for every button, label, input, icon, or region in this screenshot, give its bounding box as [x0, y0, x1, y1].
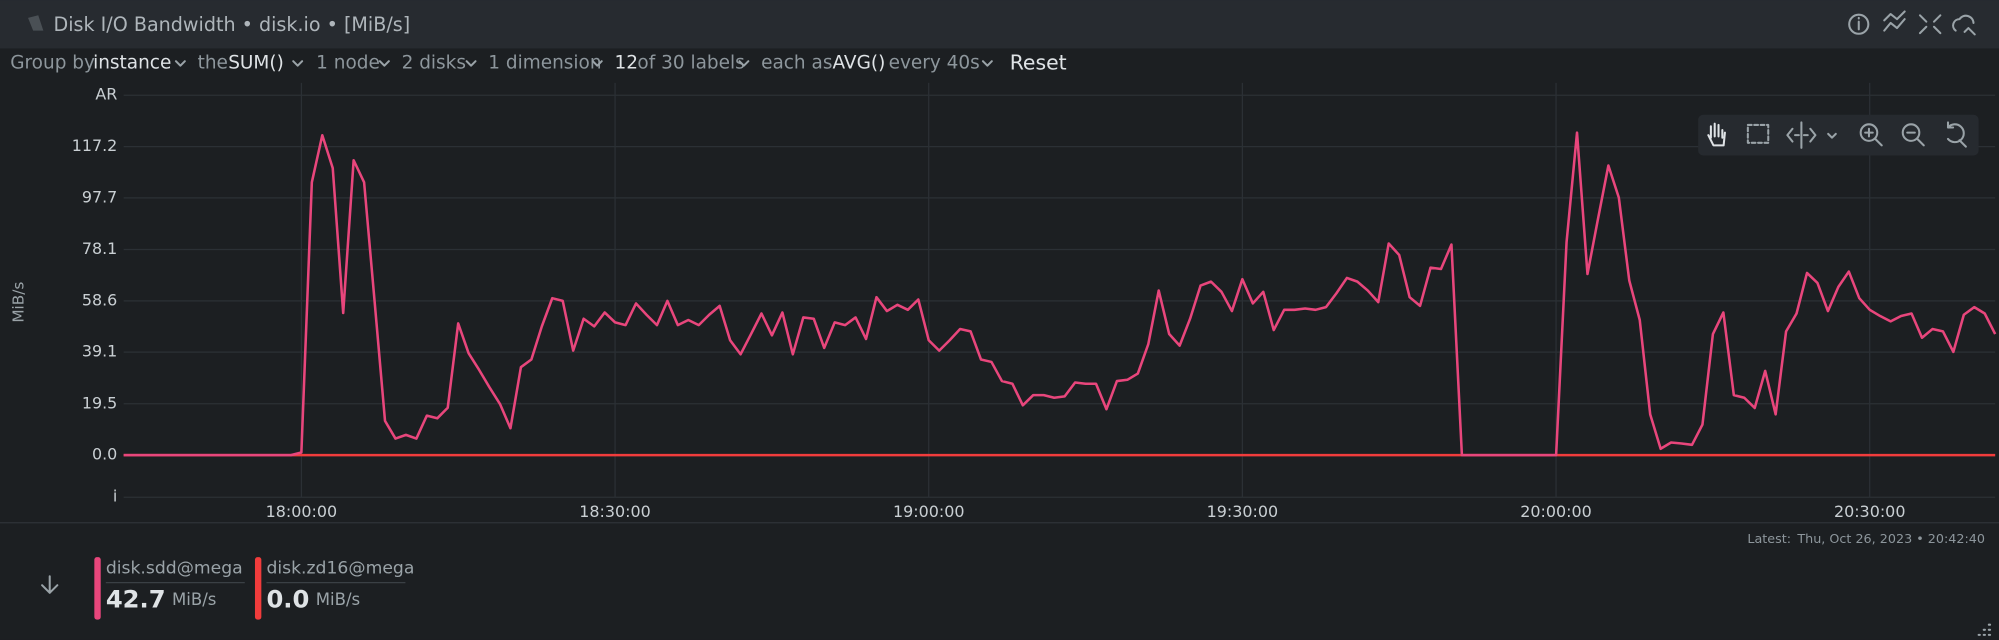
chevron[interactable] [981, 60, 993, 67]
chevron[interactable] [292, 60, 304, 67]
header-icon [28, 15, 44, 31]
resize-handle[interactable] [1977, 623, 1992, 636]
chevron[interactable] [378, 60, 390, 67]
toolbar-label: Group by [10, 53, 95, 74]
y-tick-label: 117.2 [72, 136, 118, 155]
chevron[interactable] [738, 60, 750, 67]
select-icon[interactable] [1746, 123, 1770, 144]
y-tick-label: 58.6 [82, 290, 117, 309]
legend-value: 0.0 [266, 585, 309, 613]
compare-icon[interactable] [1883, 10, 1906, 32]
y-tick-label: 78.1 [82, 239, 117, 258]
toolbar-value[interactable]: of 30 labels [637, 53, 744, 74]
legend-value: 42.7 [106, 585, 166, 613]
zoom-glyph [1864, 127, 1916, 147]
toolbar-value[interactable]: 2 disks [402, 53, 466, 74]
down-arrow[interactable] [41, 575, 59, 594]
alert-icon[interactable] [1952, 14, 1976, 36]
toolbar-value[interactable]: instance [93, 53, 171, 74]
chevron[interactable] [465, 60, 477, 67]
zoom-out-icon[interactable] [1901, 123, 1921, 142]
x-tick-label: 20:30:00 [1834, 502, 1906, 521]
chevron[interactable] [174, 60, 186, 67]
toolbar-value[interactable]: every 40s [889, 53, 980, 74]
legend-name: disk.sdd@mega [106, 559, 243, 579]
legend-swatch [254, 557, 262, 620]
latest-time: Thu, Oct 26, 2023 • 20:42:40 [1796, 532, 1985, 547]
legend-unit: MiB/s [316, 590, 360, 609]
y-tick-label: 19.5 [82, 393, 117, 412]
header-title: Disk I/O Bandwidth • disk.io • [MiB/s] [54, 13, 411, 36]
legend-swatch [94, 557, 101, 620]
x-tick-label: 20:00:00 [1520, 502, 1592, 521]
toolbar-label: the [198, 53, 228, 74]
plot: i 0.0 19.5 39.1 58.6 78.1 97.7 117.2 AR 18:00:00 1… [10, 82, 1997, 521]
pan-icon[interactable] [1707, 122, 1726, 147]
zoom-glyph [1916, 137, 1925, 147]
reset-zoom-icon[interactable] [1946, 121, 1967, 148]
toolbar-value[interactable]: SUM() [228, 53, 284, 74]
legend-name: disk.zd16@mega [266, 559, 414, 579]
chevron[interactable] [591, 60, 603, 67]
x-tick-label: 19:30:00 [1207, 502, 1279, 521]
zoom-in-icon[interactable] [1859, 123, 1879, 142]
y-axis-label: MiB/s [10, 282, 28, 323]
select-vertical-icon[interactable] [1786, 121, 1817, 149]
header-bar [0, 0, 1999, 49]
series-line [123, 131, 1997, 457]
y-tick-label: AR [95, 85, 117, 104]
zoom-toolbar [1698, 114, 1979, 156]
expand-icon[interactable] [1918, 14, 1942, 35]
toolbar-value[interactable]: 1 node [316, 53, 380, 74]
zoom-toolbar-bg [1698, 114, 1979, 156]
x-tick-label: 18:00:00 [266, 502, 338, 521]
toolbar-label: each as [761, 53, 832, 74]
y-tick-label: 39.1 [82, 342, 117, 361]
legend: disk.sdd@mega 42.7 MiB/s disk.zd16@mega 0.0 M… [94, 557, 414, 620]
reset-button[interactable]: Reset [1010, 51, 1067, 75]
latest-label: Latest: [1747, 532, 1791, 547]
y-tick-label: 0.0 [92, 445, 117, 464]
legend-unit: MiB/s [172, 590, 216, 609]
x-tick-label: 19:00:00 [893, 502, 965, 521]
toolbar-value[interactable]: 1 dimension [488, 53, 601, 74]
toolbar-value[interactable]: AVG() [832, 53, 885, 74]
toolbar: Group by instance the SUM() 1 node 2 dis… [10, 51, 1066, 75]
toolbar-value[interactable]: 12 [614, 53, 638, 74]
y-tick-label: 97.7 [82, 187, 117, 206]
y-tick-label: i [113, 487, 117, 506]
info-icon[interactable] [1848, 13, 1870, 35]
header-icons [1848, 10, 1976, 36]
chevron[interactable] [1827, 132, 1837, 139]
x-tick-label: 18:30:00 [579, 502, 651, 521]
